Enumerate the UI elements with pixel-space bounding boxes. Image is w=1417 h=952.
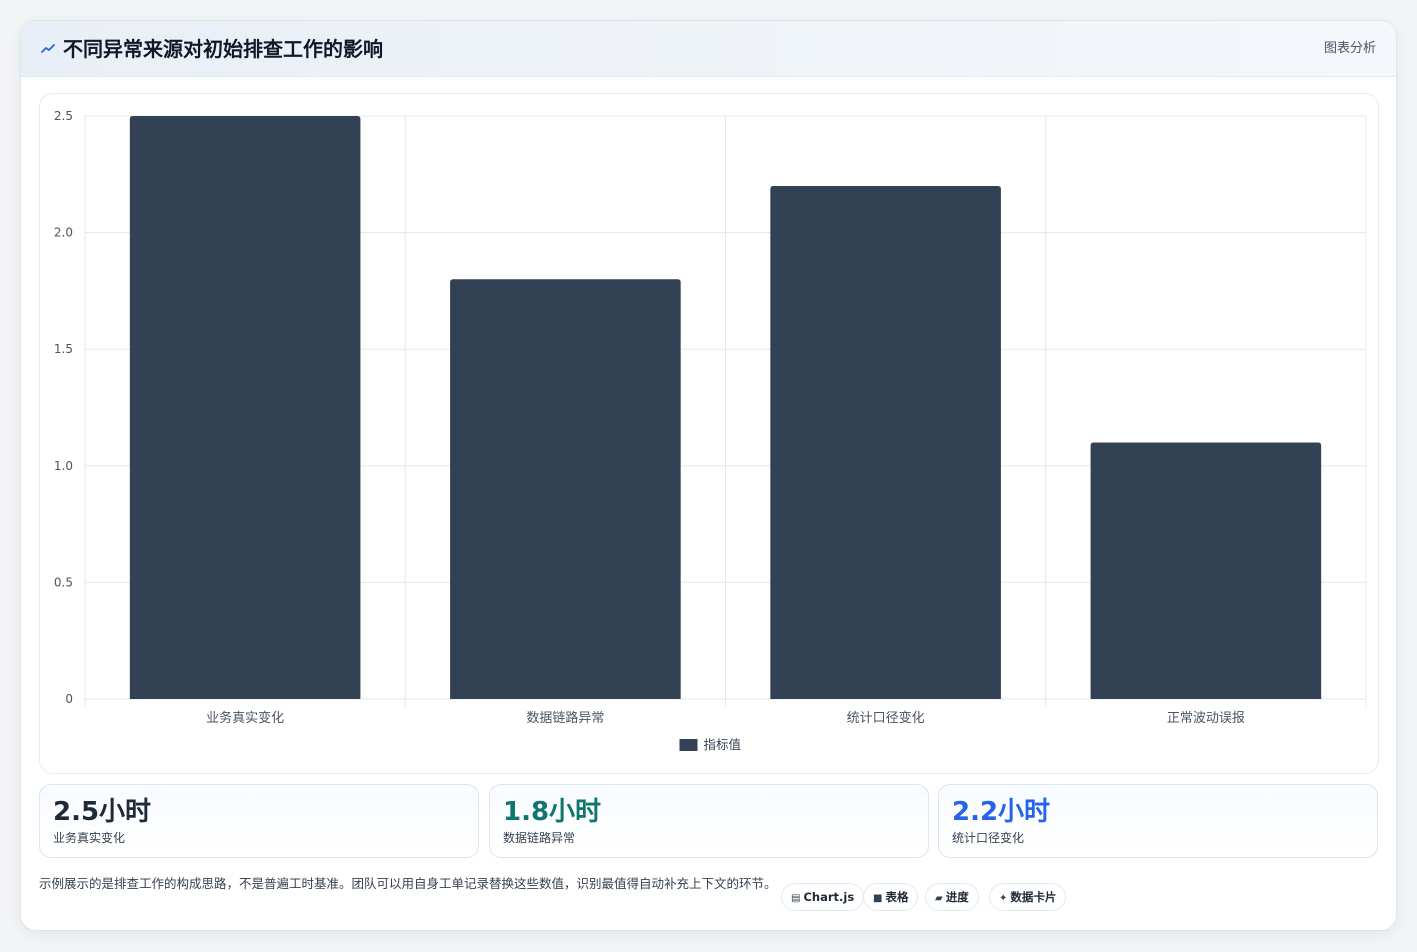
y-tick-label: 1.5 [54, 342, 73, 356]
pill-table[interactable]: ■ 表格 [863, 883, 919, 911]
pill-label: 进度 [945, 890, 969, 904]
stat-card-2: 2.2小时 统计口径变化 [938, 784, 1378, 858]
pill-label: 表格 [885, 890, 909, 904]
pill-chartjs[interactable]: ▤ Chart.js [781, 883, 865, 911]
pill-progress[interactable]: ▰ 进度 [925, 883, 979, 911]
y-tick-label: 2.5 [54, 109, 73, 123]
pill-label: Chart.js [803, 890, 855, 904]
legend-label: 指标值 [704, 737, 742, 752]
progress-icon: ▰ [935, 893, 943, 904]
pill-label: 数据卡片 [1010, 890, 1057, 904]
legend-swatch [679, 739, 698, 751]
stat-value: 2.5小时 [53, 797, 152, 827]
x-tick-label: 业务真实变化 [206, 710, 284, 726]
bar-chart: 0 0.5 1.0 1.5 2.0 2.5 业务真实变化 数据链路异常 统计口径变化 正常波动误报… [54, 109, 1367, 752]
card-header: 不同异常来源对初始排查工作的影响 图表分析 [21, 21, 1396, 77]
trend-icon [41, 44, 55, 53]
header-tag: 图表分析 [1323, 41, 1376, 56]
bar [1090, 442, 1322, 699]
y-tick-label: 0 [65, 692, 73, 706]
chart-icon: ▤ [791, 893, 801, 904]
stat-value: 2.2小时 [952, 797, 1051, 827]
bar [770, 185, 1001, 700]
x-tick-label: 正常波动误报 [1167, 711, 1245, 726]
stat-label: 数据链路异常 [503, 831, 576, 845]
bar [129, 116, 361, 699]
stat-value: 1.8小时 [503, 797, 602, 827]
y-tick-label: 1.0 [54, 459, 73, 473]
y-tick-label: 0.5 [54, 575, 73, 589]
chart-area: 0 0.5 1.0 1.5 2.0 2.5 业务真实变化 数据链路异常 统计口径变化 正常波动误报… [39, 93, 1379, 774]
pill-data-card[interactable]: ✦ 数据卡片 [989, 883, 1067, 911]
chart-title: 不同异常来源对初始排查工作的影响 [63, 37, 383, 61]
footer-note: 示例展示的是排查工作的构成思路，不是普遍工时基准。团队可以用自身工单记录替换这些… [39, 876, 777, 891]
y-tick-label: 2.0 [54, 226, 73, 240]
stat-label: 业务真实变化 [53, 831, 126, 845]
stat-card-1: 1.8小时 数据链路异常 [489, 784, 929, 858]
stat-label: 统计口径变化 [952, 831, 1025, 845]
x-tick-label: 数据链路异常 [526, 710, 604, 726]
bar [450, 279, 681, 699]
chart-card: 不同异常来源对初始排查工作的影响 图表分析 0 0.5 1.0 1.5 2.0 2.5 业务… [20, 20, 1397, 931]
x-tick-label: 统计口径变化 [847, 710, 925, 726]
table-icon: ■ [873, 893, 883, 904]
sparkle-icon: ✦ [999, 893, 1008, 904]
stat-card-0: 2.5小时 业务真实变化 [39, 784, 479, 858]
